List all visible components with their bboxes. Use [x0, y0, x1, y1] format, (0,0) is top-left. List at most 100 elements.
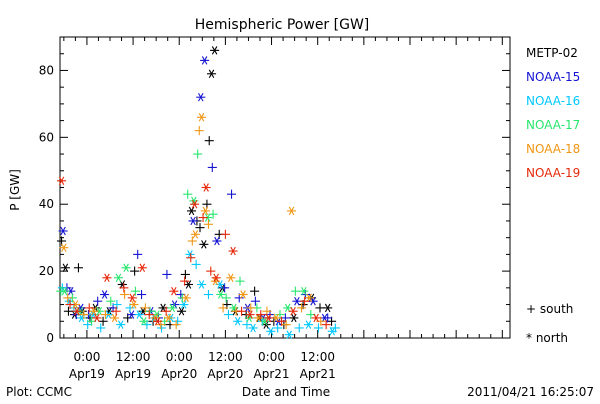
data-point [204, 136, 214, 146]
data-point [276, 316, 287, 326]
data-point [60, 286, 70, 296]
data-point [56, 236, 67, 246]
x-tick-time-label: 0:00 [258, 350, 285, 364]
footer-plot-credit: Plot: CCMC [6, 385, 72, 399]
data-point [234, 293, 244, 303]
x-tick-date-label: Apr21 [254, 367, 290, 381]
data-point [288, 307, 298, 316]
data-point [180, 269, 190, 280]
y-tick-label: 80 [39, 63, 54, 77]
data-point [299, 286, 309, 296]
data-point [110, 313, 120, 323]
data-point [191, 259, 201, 269]
data-point [195, 223, 205, 233]
data-point [196, 113, 207, 122]
data-point [179, 300, 189, 309]
data-point [136, 289, 147, 300]
data-point [156, 323, 167, 333]
data-point [111, 306, 121, 316]
data-point [116, 320, 126, 329]
data-point [326, 316, 337, 326]
legend-entry: METP-02 [526, 46, 578, 60]
data-point [236, 306, 247, 316]
data-point [210, 46, 220, 55]
data-point [167, 303, 177, 313]
data-point [206, 266, 216, 276]
data-point [63, 306, 74, 316]
legend-north: * north [526, 331, 568, 345]
x-tick-date-label: Apr21 [300, 367, 336, 381]
data-point [92, 313, 102, 323]
data-point [79, 310, 89, 320]
x-tick-time-label: 0:00 [166, 350, 193, 364]
y-axis-ticks: 0 20 40 60 80 [39, 36, 510, 345]
y-tick-label: 60 [39, 130, 54, 144]
data-point [220, 229, 230, 239]
data-point [238, 290, 248, 299]
data-point [292, 296, 302, 306]
data-point [315, 303, 325, 313]
data-point [156, 320, 166, 330]
data-point [185, 250, 195, 259]
data-point [250, 286, 260, 296]
data-point [144, 310, 154, 320]
data-point [211, 273, 221, 283]
data-point [242, 320, 252, 330]
x-axis-label: Date and Time [242, 385, 330, 399]
data-point [98, 316, 108, 326]
data-point [96, 323, 106, 333]
data-point [73, 263, 84, 273]
data-point [233, 317, 243, 326]
data-point [126, 310, 137, 319]
data-point [304, 293, 314, 303]
data-point [221, 293, 231, 303]
data-point [169, 286, 179, 296]
x-tick-date-label: Apr20 [207, 367, 243, 381]
data-point [183, 189, 193, 199]
data-point [222, 300, 232, 310]
data-point [190, 199, 200, 209]
y-tick-label: 0 [46, 331, 54, 345]
data-point [303, 320, 314, 329]
x-tick-date-label: Apr19 [115, 367, 151, 381]
data-point [161, 306, 171, 316]
data-point [102, 273, 112, 283]
data-point [180, 276, 190, 286]
data-point [121, 263, 131, 272]
data-point [223, 310, 234, 320]
x-tick-time-label: 0:00 [73, 350, 100, 364]
data-point [63, 293, 73, 303]
data-point [171, 320, 181, 330]
data-point [196, 92, 206, 102]
data-point [100, 310, 110, 320]
data-point [248, 323, 258, 333]
data-point [199, 240, 209, 249]
data-point [176, 307, 187, 316]
data-point [212, 236, 222, 246]
data-point [228, 246, 238, 256]
data-point [271, 313, 281, 323]
data-point [263, 313, 274, 323]
data-point [190, 230, 200, 239]
legend-entry: NOAA-19 [526, 166, 580, 180]
data-point [200, 56, 210, 65]
data-point [308, 296, 318, 306]
data-point [89, 307, 99, 316]
data-point [283, 303, 293, 313]
y-tick-label: 20 [39, 264, 54, 278]
data-point [93, 296, 103, 306]
y-axis-label: P [GW] [8, 169, 22, 211]
data-point [60, 263, 70, 272]
data-point [163, 313, 174, 323]
footer-timestamp: 2011/04/21 16:25:07 [467, 385, 594, 399]
legend: METP-02 NOAA-15 NOAA-16 NOAA-17 NOAA-18 NOAA-… [526, 46, 580, 180]
data-point [206, 69, 217, 79]
data-point [153, 317, 163, 326]
data-point [58, 226, 68, 236]
x-axis-ticks: 0:00 Apr19 12:00 Apr19 0:00 Apr20 12:00 Apr20 0:… [63, 37, 503, 381]
data-point [290, 286, 300, 296]
legend-entry: NOAA-15 [526, 70, 580, 84]
x-tick-time-label: 12:00 [208, 350, 243, 364]
data-point [296, 303, 307, 313]
